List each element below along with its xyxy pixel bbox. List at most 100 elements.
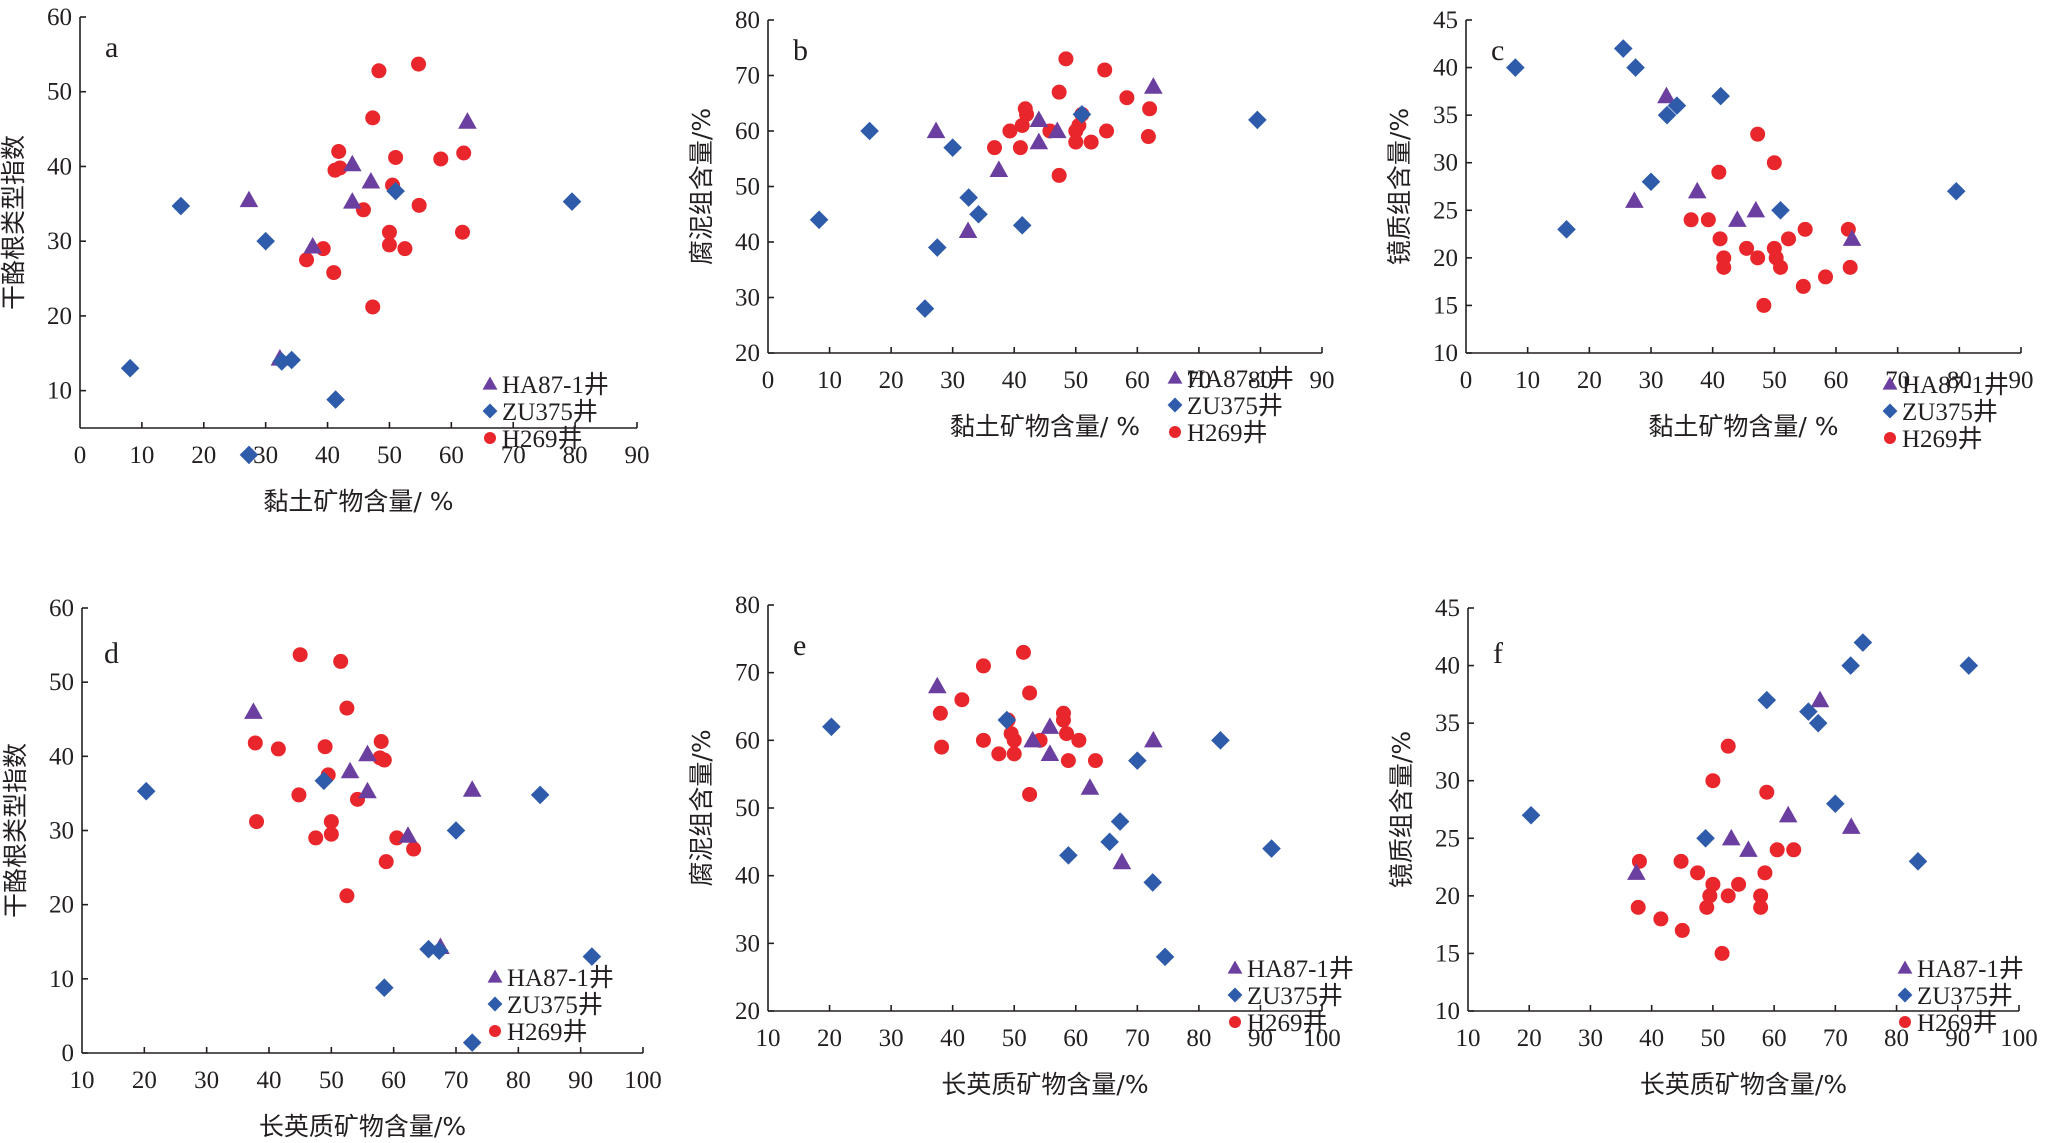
y-tick-label: 15 [1435, 940, 1460, 967]
data-point-triangle [462, 780, 482, 797]
panel-letter: b [793, 34, 808, 67]
data-point-diamond [530, 785, 550, 805]
x-tick-label: 30 [1639, 367, 1664, 394]
data-point-circle [1012, 140, 1028, 156]
data-point-circle [1714, 945, 1730, 961]
x-axis-title: 长英质矿物含量/% [941, 1070, 1148, 1099]
data-point-diamond [1696, 828, 1715, 848]
data-point-triangle [1657, 86, 1676, 104]
data-point-circle [932, 705, 948, 721]
data-point-circle [1705, 876, 1721, 892]
x-tick-label: 70 [1186, 367, 1211, 394]
legend-circle-icon [484, 432, 496, 444]
data-point-circle [270, 741, 286, 757]
data-point-triangle [1842, 229, 1862, 246]
data-point-diamond [462, 1033, 482, 1052]
data-point-circle [1055, 712, 1071, 728]
legend-triangle-icon [1897, 960, 1913, 974]
data-point-diamond [120, 358, 140, 378]
y-tick-label: 80 [735, 592, 760, 619]
data-point-circle [1759, 784, 1775, 800]
legend-label: H269井 [502, 425, 583, 453]
data-point-circle [1071, 732, 1087, 748]
data-point-circle [1753, 888, 1769, 904]
data-point-diamond [1155, 947, 1175, 967]
data-point-circle [339, 888, 355, 904]
data-point-diamond [375, 978, 394, 998]
data-point-diamond [1771, 200, 1790, 220]
x-tick-label: 30 [879, 1025, 904, 1052]
data-point-triangle [358, 781, 377, 799]
data-point-triangle [358, 744, 377, 762]
data-point-circle [292, 647, 308, 663]
data-point-diamond [1908, 852, 1928, 871]
y-tick-label: 20 [1433, 245, 1458, 272]
y-tick-label: 15 [1433, 292, 1458, 319]
y-tick-label: 20 [735, 998, 760, 1025]
data-point-circle [934, 739, 950, 755]
y-tick-label: 20 [1435, 883, 1460, 910]
x-tick-label: 80 [1947, 367, 1972, 394]
data-point-diamond [1853, 633, 1873, 652]
panel-letter: a [105, 31, 118, 64]
data-point-diamond [136, 781, 156, 801]
x-tick-label: 20 [1577, 367, 1602, 394]
y-tick-label: 50 [47, 79, 72, 106]
x-tick-label: 10 [129, 442, 154, 469]
legend-label: H269井 [507, 1018, 588, 1046]
data-point-circle [381, 224, 397, 240]
x-tick-label: 60 [1762, 1025, 1787, 1052]
x-tick-label: 90 [625, 442, 650, 469]
data-point-circle [326, 265, 342, 281]
data-point-triangle [361, 171, 381, 189]
data-point-circle [1006, 746, 1022, 762]
legend-label: H269井 [1187, 419, 1268, 447]
x-tick-label: 30 [194, 1067, 219, 1094]
x-tick-label: 80 [506, 1067, 531, 1094]
data-point-diamond [1521, 805, 1541, 825]
data-point-diamond [1143, 873, 1163, 892]
x-tick-label: 80 [563, 442, 588, 469]
y-tick-label: 60 [49, 595, 74, 622]
data-point-circle [1097, 62, 1113, 78]
data-point-circle [406, 841, 422, 857]
data-point-triangle [1721, 828, 1741, 846]
data-point-circle [308, 830, 324, 846]
x-tick-label: 10 [817, 367, 842, 394]
y-tick-label: 30 [735, 285, 760, 312]
data-point-diamond [809, 210, 829, 230]
data-point-circle [299, 252, 315, 268]
legend-label: H269井 [1902, 425, 1983, 453]
x-tick-label: 20 [132, 1067, 157, 1094]
data-point-circle [1757, 865, 1773, 881]
data-point-triangle [1040, 717, 1060, 734]
data-point-triangle [343, 154, 362, 172]
data-point-diamond [943, 138, 962, 157]
data-point-circle [1068, 134, 1084, 150]
y-axis-title: 干酪根类型指数 [1, 743, 30, 918]
data-point-triangle [927, 676, 947, 694]
y-tick-label: 60 [735, 118, 760, 145]
data-point-triangle [1040, 744, 1060, 761]
y-tick-label: 20 [735, 340, 760, 367]
data-point-triangle [1746, 200, 1766, 218]
data-point-diamond [1248, 110, 1267, 130]
y-tick-label: 40 [47, 153, 72, 180]
y-tick-label: 80 [735, 7, 760, 34]
y-tick-label: 10 [1435, 998, 1460, 1025]
y-tick-label: 30 [47, 228, 72, 255]
data-point-triangle [1841, 817, 1861, 834]
legend-label: ZU375井 [1247, 982, 1343, 1010]
y-axis-title: 腐泥组含量/% [687, 108, 716, 265]
legend-circle-icon [489, 1025, 501, 1037]
y-tick-label: 25 [1435, 825, 1460, 852]
data-point-circle [1699, 899, 1715, 915]
data-point-circle [371, 63, 387, 79]
legend-circle-icon [1169, 426, 1181, 438]
x-tick-label: 70 [501, 442, 526, 469]
data-point-circle [411, 56, 427, 72]
data-point-circle [339, 700, 355, 716]
data-point-circle [1653, 911, 1669, 927]
y-tick-label: 35 [1433, 102, 1458, 129]
legend-triangle-icon [487, 969, 503, 983]
